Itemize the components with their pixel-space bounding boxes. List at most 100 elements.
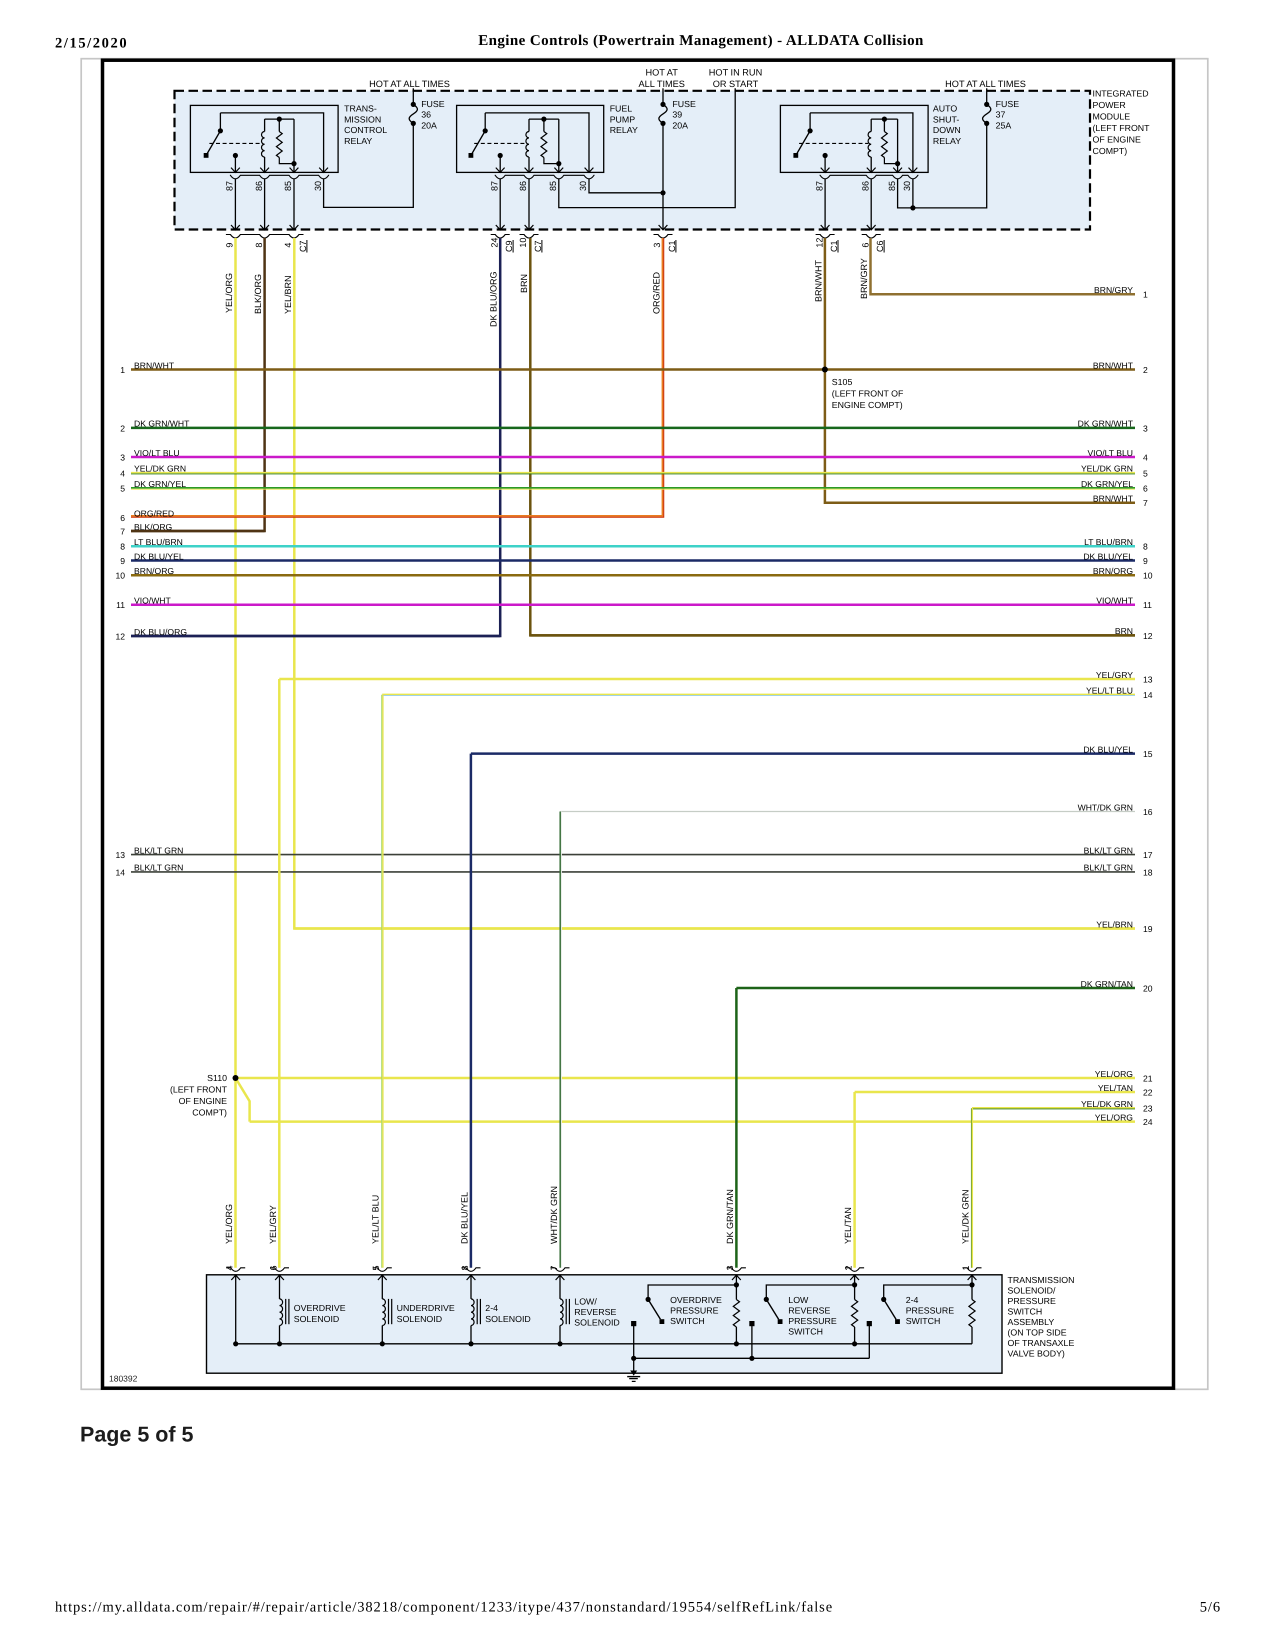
svg-text:BRN: BRN	[519, 274, 529, 293]
svg-text:12: 12	[115, 631, 125, 641]
svg-text:REVERSE: REVERSE	[788, 1306, 830, 1316]
svg-text:6: 6	[120, 513, 125, 523]
svg-text:VIO/LT BLU: VIO/LT BLU	[1087, 448, 1133, 458]
svg-text:YEL/ORG: YEL/ORG	[1095, 1069, 1134, 1079]
svg-text:86: 86	[254, 181, 264, 191]
svg-text:BRN/ORG: BRN/ORG	[1093, 566, 1133, 576]
svg-text:SWITCH: SWITCH	[1008, 1307, 1043, 1317]
svg-text:VIO/LT BLU: VIO/LT BLU	[134, 448, 180, 458]
svg-text:REVERSE: REVERSE	[574, 1307, 616, 1317]
svg-text:BLK/LT GRN: BLK/LT GRN	[134, 863, 183, 873]
svg-text:S105: S105	[832, 377, 853, 387]
svg-text:SWITCH: SWITCH	[670, 1316, 705, 1326]
svg-text:HOT AT: HOT AT	[646, 68, 679, 78]
svg-text:RELAY: RELAY	[610, 125, 638, 135]
svg-text:SOLENOID: SOLENOID	[574, 1318, 619, 1328]
svg-text:BRN/ORG: BRN/ORG	[134, 566, 174, 576]
svg-text:WHT/DK GRN: WHT/DK GRN	[1078, 802, 1133, 812]
svg-text:3: 3	[120, 452, 125, 462]
svg-text:OF ENGINE: OF ENGINE	[179, 1096, 228, 1106]
svg-text:PRESSURE: PRESSURE	[906, 1306, 955, 1316]
svg-text:11: 11	[1143, 600, 1152, 610]
svg-text:ORG/RED: ORG/RED	[652, 271, 662, 314]
svg-text:LT BLU/BRN: LT BLU/BRN	[134, 537, 183, 547]
svg-text:OF TRANSAXLE: OF TRANSAXLE	[1008, 1338, 1075, 1348]
svg-text:180392: 180392	[109, 1374, 138, 1384]
svg-text:SWITCH: SWITCH	[788, 1327, 823, 1337]
svg-text:ENGINE COMPT): ENGINE COMPT)	[832, 400, 903, 410]
svg-text:YEL/GRY: YEL/GRY	[1096, 670, 1133, 680]
svg-text:YEL/TAN: YEL/TAN	[843, 1207, 853, 1244]
svg-text:6: 6	[268, 1265, 278, 1270]
svg-text:CONTROL: CONTROL	[344, 125, 387, 135]
svg-text:4: 4	[1143, 452, 1148, 462]
svg-text:5/6: 5/6	[1200, 1600, 1221, 1616]
svg-text:1: 1	[961, 1265, 971, 1270]
svg-text:30: 30	[902, 181, 912, 191]
svg-text:LOW/: LOW/	[574, 1297, 597, 1307]
svg-text:2: 2	[1143, 365, 1148, 375]
svg-text:YEL/ORG: YEL/ORG	[224, 273, 234, 313]
svg-text:39: 39	[672, 110, 682, 120]
svg-text:10: 10	[1143, 571, 1153, 581]
svg-text:PRESSURE: PRESSURE	[788, 1316, 837, 1326]
svg-text:YEL/DK GRN: YEL/DK GRN	[961, 1189, 971, 1244]
svg-text:Engine Controls (Powertrain Ma: Engine Controls (Powertrain Management) …	[478, 33, 924, 49]
svg-text:3: 3	[652, 243, 662, 248]
svg-text:DOWN: DOWN	[933, 125, 961, 135]
svg-text:OVERDRIVE: OVERDRIVE	[294, 1303, 346, 1313]
svg-text:25A: 25A	[996, 121, 1012, 131]
svg-text:https://my.alldata.com/repair/: https://my.alldata.com/repair/#/repair/a…	[55, 1600, 833, 1616]
svg-text:YEL/LT BLU: YEL/LT BLU	[371, 1195, 381, 1244]
svg-text:7: 7	[120, 526, 125, 536]
svg-text:85: 85	[548, 181, 558, 191]
svg-text:INTEGRATED: INTEGRATED	[1093, 89, 1149, 99]
svg-text:LOW: LOW	[788, 1295, 809, 1305]
svg-text:VALVE BODY): VALVE BODY)	[1008, 1349, 1065, 1359]
svg-text:PRESSURE: PRESSURE	[1008, 1296, 1057, 1306]
svg-text:5: 5	[120, 484, 125, 494]
svg-text:ORG/RED: ORG/RED	[134, 509, 174, 519]
svg-text:DK BLU/YEL: DK BLU/YEL	[1083, 551, 1133, 561]
svg-text:BRN/GRY: BRN/GRY	[1094, 285, 1133, 295]
svg-text:S110: S110	[207, 1073, 227, 1083]
svg-text:SOLENOID: SOLENOID	[294, 1314, 339, 1324]
svg-text:TRANS-: TRANS-	[344, 104, 377, 114]
svg-text:6: 6	[1143, 484, 1148, 494]
svg-text:(ON TOP SIDE: (ON TOP SIDE	[1008, 1328, 1067, 1338]
svg-text:LT BLU/BRN: LT BLU/BRN	[1084, 537, 1133, 547]
svg-text:UNDERDRIVE: UNDERDRIVE	[397, 1303, 455, 1313]
svg-text:POWER: POWER	[1093, 100, 1126, 110]
svg-text:COMPT): COMPT)	[192, 1108, 227, 1118]
svg-text:2/15/2020: 2/15/2020	[55, 36, 128, 52]
svg-text:SOLENOID/: SOLENOID/	[1008, 1286, 1056, 1296]
svg-text:C6: C6	[875, 240, 885, 252]
svg-text:C1: C1	[667, 240, 677, 252]
svg-text:HOT IN RUN: HOT IN RUN	[709, 68, 762, 78]
svg-text:5: 5	[371, 1265, 381, 1270]
svg-text:DK BLU/ORG: DK BLU/ORG	[134, 627, 187, 637]
svg-text:BLK/LT GRN: BLK/LT GRN	[134, 845, 183, 855]
svg-text:HOT AT ALL TIMES: HOT AT ALL TIMES	[369, 79, 450, 89]
svg-text:FUSE: FUSE	[672, 99, 696, 109]
svg-text:7: 7	[549, 1265, 559, 1270]
svg-text:BLK/ORG: BLK/ORG	[134, 522, 173, 532]
svg-text:VIO/WHT: VIO/WHT	[134, 596, 172, 606]
svg-text:4: 4	[225, 1265, 235, 1270]
svg-text:7: 7	[1143, 498, 1148, 508]
svg-text:YEL/BRN: YEL/BRN	[283, 275, 293, 314]
svg-text:DK BLU/YEL: DK BLU/YEL	[459, 1192, 469, 1244]
svg-text:87: 87	[814, 181, 824, 191]
svg-text:BLK/ORG: BLK/ORG	[253, 274, 263, 314]
svg-text:85: 85	[283, 181, 293, 191]
svg-text:DK BLU/YEL: DK BLU/YEL	[1083, 744, 1133, 754]
svg-text:30: 30	[313, 181, 323, 191]
svg-text:24: 24	[1143, 1117, 1153, 1127]
svg-text:BRN/WHT: BRN/WHT	[134, 360, 175, 370]
svg-text:RELAY: RELAY	[933, 136, 961, 146]
svg-text:19: 19	[1143, 924, 1153, 934]
svg-text:COMPT): COMPT)	[1093, 146, 1128, 156]
svg-text:23: 23	[1143, 1104, 1153, 1114]
svg-text:OF ENGINE: OF ENGINE	[1093, 135, 1142, 145]
svg-text:21: 21	[1143, 1073, 1153, 1083]
